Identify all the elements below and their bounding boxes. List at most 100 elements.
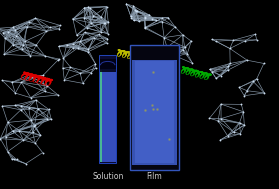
- Point: [245, 59, 249, 62]
- Point: [166, 137, 171, 140]
- Point: [71, 43, 75, 46]
- Point: [56, 94, 60, 97]
- Point: [143, 26, 148, 29]
- Point: [86, 5, 91, 9]
- Point: [28, 119, 33, 122]
- Point: [91, 14, 96, 17]
- Point: [78, 40, 83, 43]
- Point: [105, 37, 110, 40]
- Point: [14, 158, 19, 161]
- Point: [143, 27, 147, 30]
- Point: [19, 81, 24, 84]
- Bar: [99, 55, 116, 163]
- Point: [151, 108, 155, 111]
- Point: [228, 62, 232, 65]
- Point: [242, 123, 247, 126]
- Point: [104, 41, 109, 44]
- Point: [5, 150, 10, 153]
- Point: [225, 69, 230, 72]
- Point: [91, 36, 96, 40]
- Point: [181, 48, 185, 51]
- Point: [89, 21, 93, 24]
- Point: [56, 45, 61, 48]
- Point: [58, 24, 62, 27]
- Point: [40, 151, 45, 154]
- Point: [13, 92, 18, 95]
- Point: [19, 108, 23, 111]
- Point: [136, 20, 141, 23]
- Point: [160, 20, 164, 23]
- Bar: [100, 70, 102, 162]
- Point: [48, 26, 52, 29]
- Point: [42, 90, 47, 93]
- Point: [124, 2, 129, 5]
- Point: [143, 109, 147, 112]
- Point: [36, 107, 40, 110]
- Point: [103, 21, 107, 24]
- Point: [1, 31, 6, 34]
- Point: [216, 119, 220, 122]
- Point: [150, 104, 154, 107]
- Point: [129, 15, 133, 18]
- Point: [9, 157, 14, 160]
- Point: [102, 21, 106, 24]
- Point: [47, 108, 51, 111]
- Point: [155, 108, 159, 111]
- Point: [28, 96, 33, 99]
- Point: [21, 43, 25, 46]
- Point: [173, 25, 177, 28]
- Point: [190, 62, 195, 65]
- Point: [159, 17, 164, 20]
- Point: [33, 142, 38, 145]
- Point: [62, 78, 66, 81]
- Point: [14, 34, 19, 37]
- Point: [131, 19, 136, 22]
- Point: [19, 104, 24, 107]
- Point: [253, 33, 258, 36]
- Point: [134, 10, 138, 13]
- Point: [254, 38, 259, 41]
- Point: [41, 74, 45, 77]
- Point: [32, 123, 37, 126]
- Point: [11, 43, 15, 46]
- Point: [231, 39, 235, 42]
- Point: [3, 37, 8, 40]
- Point: [142, 15, 147, 18]
- Point: [154, 59, 159, 62]
- Point: [29, 75, 33, 78]
- Point: [106, 32, 110, 35]
- Point: [239, 103, 244, 106]
- Point: [28, 54, 33, 57]
- Point: [106, 20, 110, 23]
- Point: [23, 40, 27, 43]
- Point: [26, 106, 31, 109]
- Point: [262, 91, 266, 94]
- Point: [237, 86, 242, 89]
- Point: [135, 9, 140, 12]
- Point: [181, 33, 185, 36]
- Point: [84, 26, 89, 29]
- Point: [226, 65, 231, 68]
- Point: [34, 98, 38, 101]
- Point: [33, 17, 38, 20]
- Point: [133, 8, 138, 11]
- Point: [237, 121, 242, 124]
- Point: [93, 67, 98, 70]
- Point: [11, 26, 15, 29]
- Point: [10, 81, 14, 84]
- Point: [38, 134, 43, 137]
- Point: [2, 53, 6, 56]
- Point: [88, 7, 92, 10]
- Point: [98, 31, 103, 34]
- Point: [219, 103, 223, 106]
- Point: [161, 51, 165, 54]
- Point: [17, 129, 21, 132]
- Bar: [100, 59, 116, 72]
- Point: [71, 46, 76, 49]
- Point: [86, 48, 90, 51]
- Point: [57, 57, 61, 60]
- Point: [241, 110, 246, 113]
- Point: [43, 54, 47, 57]
- Point: [143, 17, 147, 20]
- Point: [228, 47, 232, 50]
